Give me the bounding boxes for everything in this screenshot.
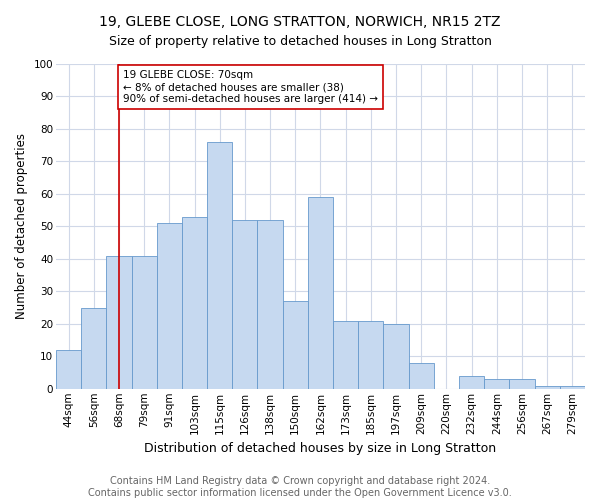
Bar bbox=[283, 301, 308, 389]
Bar bbox=[232, 220, 257, 389]
Bar bbox=[257, 220, 283, 389]
Bar bbox=[81, 308, 106, 389]
Bar bbox=[358, 320, 383, 389]
Bar bbox=[308, 197, 333, 389]
Bar bbox=[56, 350, 81, 389]
Bar bbox=[131, 256, 157, 389]
Bar bbox=[560, 386, 585, 389]
Text: 19 GLEBE CLOSE: 70sqm
← 8% of detached houses are smaller (38)
90% of semi-detac: 19 GLEBE CLOSE: 70sqm ← 8% of detached h… bbox=[123, 70, 378, 104]
Bar bbox=[207, 142, 232, 389]
Text: 19, GLEBE CLOSE, LONG STRATTON, NORWICH, NR15 2TZ: 19, GLEBE CLOSE, LONG STRATTON, NORWICH,… bbox=[99, 15, 501, 29]
Bar bbox=[333, 320, 358, 389]
Y-axis label: Number of detached properties: Number of detached properties bbox=[15, 134, 28, 320]
Bar bbox=[409, 363, 434, 389]
Bar bbox=[535, 386, 560, 389]
Text: Size of property relative to detached houses in Long Stratton: Size of property relative to detached ho… bbox=[109, 35, 491, 48]
Bar bbox=[484, 379, 509, 389]
Bar bbox=[182, 216, 207, 389]
X-axis label: Distribution of detached houses by size in Long Stratton: Distribution of detached houses by size … bbox=[145, 442, 497, 455]
Bar bbox=[509, 379, 535, 389]
Bar bbox=[459, 376, 484, 389]
Bar bbox=[106, 256, 131, 389]
Text: Contains HM Land Registry data © Crown copyright and database right 2024.
Contai: Contains HM Land Registry data © Crown c… bbox=[88, 476, 512, 498]
Bar bbox=[383, 324, 409, 389]
Bar bbox=[157, 223, 182, 389]
